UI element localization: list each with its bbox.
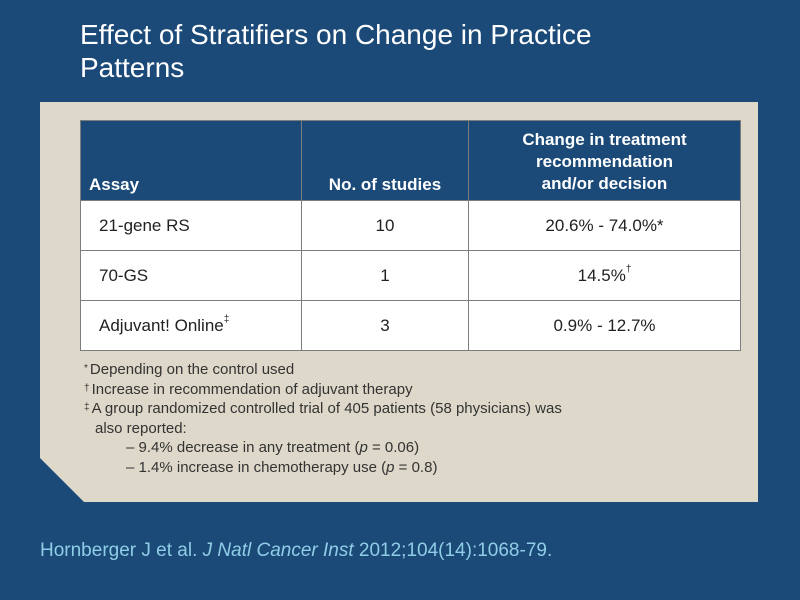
table-row: Adjuvant! Online‡ 3 0.9% - 12.7% [80, 300, 741, 351]
change-value: 20.6% - 74.0%* [545, 215, 664, 235]
assay-mark: ‡ [223, 313, 230, 325]
footnote-2: † Increase in recommendation of adjuvant … [84, 380, 724, 400]
cell-change: 14.5%† [468, 250, 741, 301]
table-row: 70-GS 1 14.5%† [80, 250, 741, 301]
header-change-line-3: and/or decision [541, 174, 668, 193]
sub-2-text: – 1.4% increase in chemotherapy use ( [126, 458, 387, 476]
slide-title: Effect of Stratifiers on Change in Pract… [80, 18, 760, 84]
header-change: Change in treatment recommendation and/o… [468, 120, 741, 201]
header-assay: Assay [80, 120, 302, 201]
header-change-line-2: recommendation [536, 152, 673, 171]
header-studies: No. of studies [301, 120, 469, 201]
sub-1-value: = 0.06) [367, 439, 420, 456]
cell-assay: 21-gene RS [80, 200, 302, 251]
citation-details: 2012;104(14):1068-79. [353, 540, 553, 561]
footnote-3-text: A group randomized controlled trial of 4… [91, 400, 562, 417]
citation-journal: J Natl Cancer Inst [202, 540, 354, 561]
footnote-1: * Depending on the control used [84, 360, 724, 380]
change-value: 14.5% [577, 265, 626, 285]
title-line-1: Effect of Stratifiers on Change in Pract… [80, 19, 592, 50]
footnote-2-text: Increase in recommendation of adjuvant t… [91, 380, 413, 398]
header-change-line-1: Change in treatment [522, 130, 687, 149]
sub-2-p: p [386, 458, 395, 476]
cell-assay: 70-GS [80, 250, 302, 301]
cell-change: 20.6% - 74.0%* [468, 200, 741, 251]
title-line-2: Patterns [80, 52, 185, 83]
footnote-3-sub-2: – 1.4% increase in chemotherapy use (p =… [84, 458, 724, 478]
footnote-3: ‡ A group randomized controlled trial of … [84, 399, 724, 419]
sub-1-text: – 9.4% decrease in any treatment ( [126, 439, 360, 456]
footnote-3-sub-1: – 9.4% decrease in any treatment (p = 0.… [84, 438, 724, 458]
footnote-3-continuation: also reported: [95, 419, 187, 437]
change-mark: † [625, 263, 632, 275]
table-header-row: Assay No. of studies Change in treatment… [80, 120, 741, 201]
cell-studies: 10 [301, 200, 469, 251]
assay-name: 21-gene RS [99, 215, 190, 235]
table-row: 21-gene RS 10 20.6% - 74.0%* [80, 200, 741, 251]
footnote-2-mark: † [84, 382, 90, 394]
footnote-3-mark: ‡ [84, 402, 90, 413]
cell-studies: 3 [301, 300, 469, 351]
cell-change: 0.9% - 12.7% [468, 300, 741, 351]
citation: Hornberger J et al. J Natl Cancer Inst 2… [40, 540, 552, 562]
cell-studies: 1 [301, 250, 469, 301]
footnote-1-mark: * [84, 363, 88, 374]
sub-1-p: p [359, 439, 368, 456]
footnotes: * Depending on the control used † Increase… [84, 360, 724, 477]
change-value: 0.9% - 12.7% [553, 315, 656, 335]
footnote-1-text: Depending on the control used [89, 361, 295, 378]
citation-authors: Hornberger J et al. [40, 540, 203, 561]
assay-name: 70-GS [99, 265, 149, 285]
assay-name: Adjuvant! Online [99, 315, 224, 335]
cell-assay: Adjuvant! Online‡ [80, 300, 302, 351]
stratifiers-table: Assay No. of studies Change in treatment… [80, 120, 741, 351]
sub-2-value: = 0.8) [394, 458, 438, 476]
